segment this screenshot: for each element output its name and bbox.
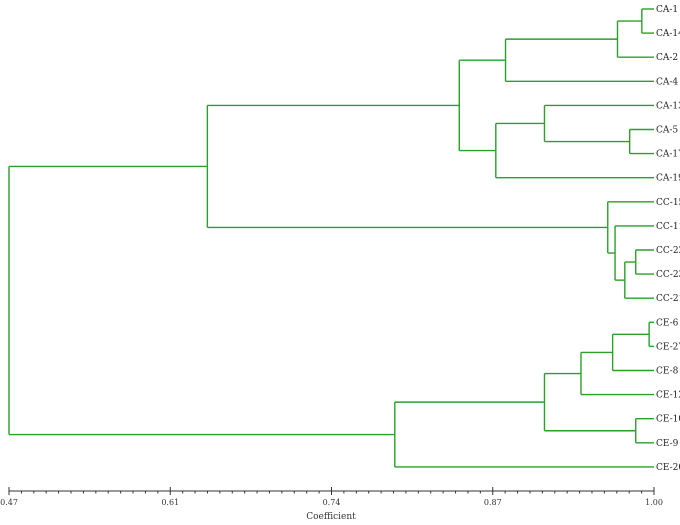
axis-title: Coefficient bbox=[306, 512, 356, 522]
leaf-label: CC-21 bbox=[656, 294, 680, 304]
coefficient-axis: 0.47 0.61 0.74 0.87 1.00 bbox=[0, 487, 663, 507]
leaf-label: CA-17 bbox=[656, 150, 680, 160]
leaf-label: CE-20 bbox=[656, 463, 680, 473]
leaf-labels: CA-1 CA-14 CA-2 CA-4 CA-13 CA-5 CA-17 CA-19 CC-1… bbox=[656, 5, 680, 473]
leaf-label: CC-15 bbox=[656, 198, 680, 208]
leaf-label: CA-19 bbox=[656, 174, 680, 184]
leaf-label: CA-5 bbox=[656, 126, 678, 136]
leaf-label: CA-1 bbox=[656, 5, 678, 15]
tick-label: 0.74 bbox=[323, 498, 341, 507]
leaf-label: CA-2 bbox=[656, 53, 678, 63]
leaf-label: CC-22 bbox=[656, 246, 680, 256]
leaf-label: CA-14 bbox=[656, 29, 680, 39]
tick-label: 1.00 bbox=[645, 498, 663, 507]
tick-label: 0.47 bbox=[0, 498, 18, 507]
tick-label: 0.61 bbox=[161, 498, 179, 507]
leaf-label: CA-13 bbox=[656, 101, 680, 111]
tick-label: 0.87 bbox=[484, 498, 502, 507]
leaf-label: CE-6 bbox=[656, 318, 679, 328]
leaf-label: CE-9 bbox=[656, 439, 679, 449]
leaf-label: CC-23 bbox=[656, 270, 680, 280]
leaf-label: CE-10 bbox=[656, 415, 680, 425]
leaf-label: CC-11 bbox=[656, 222, 680, 232]
leaf-label: CE-8 bbox=[656, 367, 679, 377]
leaf-label: CA-4 bbox=[656, 77, 678, 87]
dendrogram-branches bbox=[8, 8, 654, 468]
leaf-label: CE-12 bbox=[656, 391, 680, 401]
leaf-label: CE-27 bbox=[656, 342, 680, 352]
